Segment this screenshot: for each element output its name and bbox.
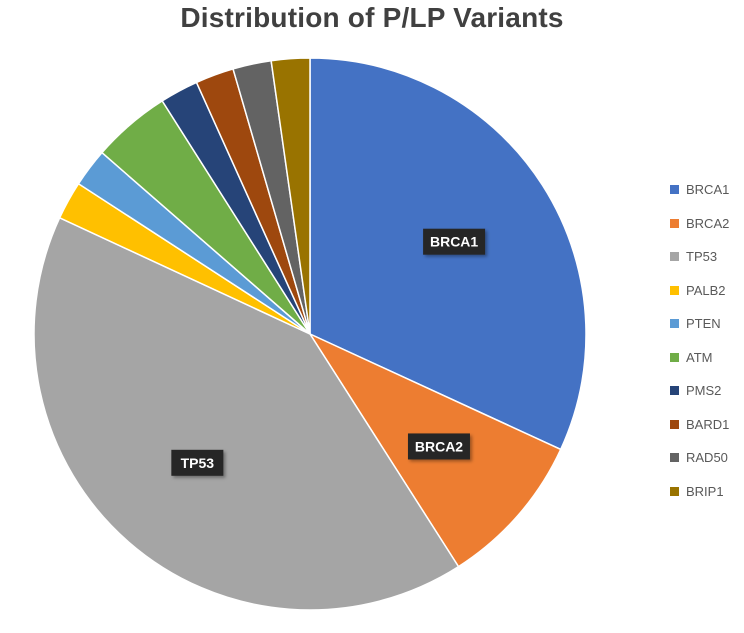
data-label-text: TP53 [181, 455, 215, 471]
data-label-text: BRCA2 [415, 438, 463, 454]
legend-swatch [670, 252, 679, 262]
legend-swatch [670, 185, 679, 195]
legend-item-pms2: PMS2 [670, 374, 742, 408]
data-label-text: BRCA1 [430, 234, 478, 250]
data-label-brca1: BRCA1 [423, 228, 486, 255]
legend-item-bard1: BARD1 [670, 408, 742, 442]
pie-slice-brip1 [270, 57, 311, 335]
legend-swatch [670, 419, 679, 429]
legend-item-tp53: TP53 [670, 240, 742, 274]
legend-swatch [670, 218, 679, 228]
legend-label: PMS2 [686, 383, 722, 399]
pie-data-labels: BRCA1 BRCA2 TP53 [171, 228, 486, 476]
legend-item-atm: ATM [670, 341, 742, 375]
pie-slice-tp53 [33, 216, 460, 611]
legend-label: PALB2 [686, 282, 726, 298]
legend-label: BARD1 [686, 416, 730, 432]
legend-swatch [670, 352, 679, 362]
legend-item-brca1: BRCA1 [670, 173, 742, 207]
legend-item-rad50: RAD50 [670, 441, 742, 475]
legend-label: BRCA2 [686, 215, 730, 231]
legend-item-brip1: BRIP1 [670, 475, 742, 509]
legend-item-brca2: BRCA2 [670, 207, 742, 241]
legend-swatch [670, 386, 679, 396]
chart-title: Distribution of P/LP Variants [180, 2, 564, 33]
legend-label: BRIP1 [686, 483, 724, 499]
legend-swatch [670, 453, 679, 463]
legend: BRCA1 BRCA2 TP53 PALB2 PTEN ATM PMS2 BARD1 RAD50… [670, 173, 742, 508]
legend-item-pten: PTEN [670, 307, 742, 341]
legend-label: ATM [686, 349, 713, 365]
legend-label: BRCA1 [686, 182, 730, 198]
data-label-brca2: BRCA2 [407, 433, 470, 460]
data-label-tp53: TP53 [171, 449, 224, 476]
pie-slices [33, 57, 587, 611]
legend-swatch [670, 319, 679, 329]
legend-label: PTEN [686, 316, 721, 332]
legend-label: TP53 [686, 249, 718, 265]
legend-item-palb2: PALB2 [670, 274, 742, 308]
legend-label: RAD50 [686, 450, 728, 466]
legend-swatch [670, 285, 679, 295]
legend-swatch [670, 486, 679, 496]
